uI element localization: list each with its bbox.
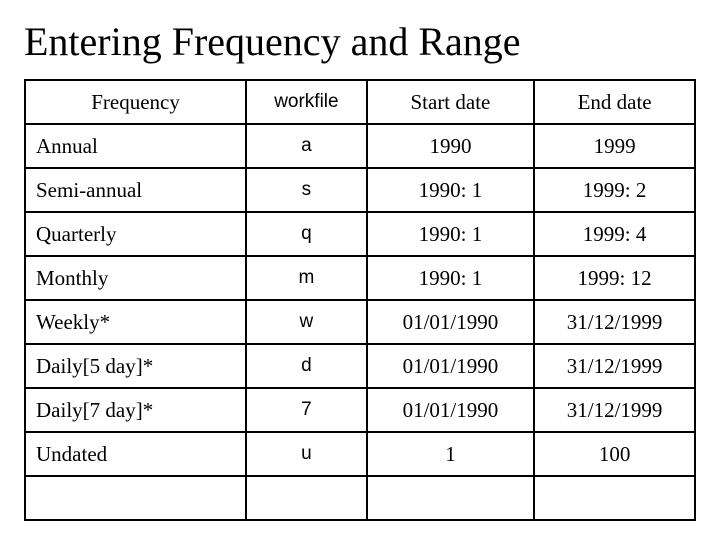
cell-startdate: 1990: 1 <box>367 168 535 212</box>
cell-frequency: Undated <box>25 432 246 476</box>
table-row: Semi-annual s 1990: 1 1999: 2 <box>25 168 695 212</box>
cell-workfile: u <box>246 432 367 476</box>
cell-startdate: 1 <box>367 432 535 476</box>
frequency-table: Frequency workfile Start date End date A… <box>24 79 696 521</box>
cell-empty <box>534 476 695 520</box>
table-header-row: Frequency workfile Start date End date <box>25 80 695 124</box>
cell-startdate: 1990: 1 <box>367 256 535 300</box>
cell-enddate: 1999: 12 <box>534 256 695 300</box>
cell-startdate: 01/01/1990 <box>367 300 535 344</box>
cell-empty <box>25 476 246 520</box>
table-row: Undated u 1 100 <box>25 432 695 476</box>
cell-enddate: 1999: 4 <box>534 212 695 256</box>
table-row: Daily[7 day]* 7 01/01/1990 31/12/1999 <box>25 388 695 432</box>
col-header-frequency: Frequency <box>25 80 246 124</box>
cell-frequency: Annual <box>25 124 246 168</box>
col-header-startdate: Start date <box>367 80 535 124</box>
slide: Entering Frequency and Range Frequency w… <box>0 0 720 540</box>
table-row: Daily[5 day]* d 01/01/1990 31/12/1999 <box>25 344 695 388</box>
table-row: Annual a 1990 1999 <box>25 124 695 168</box>
cell-workfile: m <box>246 256 367 300</box>
col-header-workfile: workfile <box>246 80 367 124</box>
table-row: Quarterly q 1990: 1 1999: 4 <box>25 212 695 256</box>
cell-empty <box>367 476 535 520</box>
cell-empty <box>246 476 367 520</box>
cell-workfile: 7 <box>246 388 367 432</box>
cell-frequency: Daily[7 day]* <box>25 388 246 432</box>
cell-frequency: Quarterly <box>25 212 246 256</box>
cell-enddate: 100 <box>534 432 695 476</box>
table-row: Monthly m 1990: 1 1999: 12 <box>25 256 695 300</box>
page-title: Entering Frequency and Range <box>24 18 696 65</box>
cell-workfile: s <box>246 168 367 212</box>
cell-frequency: Semi-annual <box>25 168 246 212</box>
cell-frequency: Weekly* <box>25 300 246 344</box>
cell-startdate: 1990: 1 <box>367 212 535 256</box>
cell-startdate: 01/01/1990 <box>367 388 535 432</box>
table-row: Weekly* w 01/01/1990 31/12/1999 <box>25 300 695 344</box>
cell-workfile: a <box>246 124 367 168</box>
cell-workfile: d <box>246 344 367 388</box>
cell-enddate: 31/12/1999 <box>534 388 695 432</box>
cell-frequency: Daily[5 day]* <box>25 344 246 388</box>
table-row-empty <box>25 476 695 520</box>
cell-startdate: 1990 <box>367 124 535 168</box>
cell-startdate: 01/01/1990 <box>367 344 535 388</box>
cell-enddate: 31/12/1999 <box>534 344 695 388</box>
cell-frequency: Monthly <box>25 256 246 300</box>
cell-enddate: 1999: 2 <box>534 168 695 212</box>
cell-workfile: w <box>246 300 367 344</box>
col-header-enddate: End date <box>534 80 695 124</box>
cell-workfile: q <box>246 212 367 256</box>
cell-enddate: 1999 <box>534 124 695 168</box>
cell-enddate: 31/12/1999 <box>534 300 695 344</box>
